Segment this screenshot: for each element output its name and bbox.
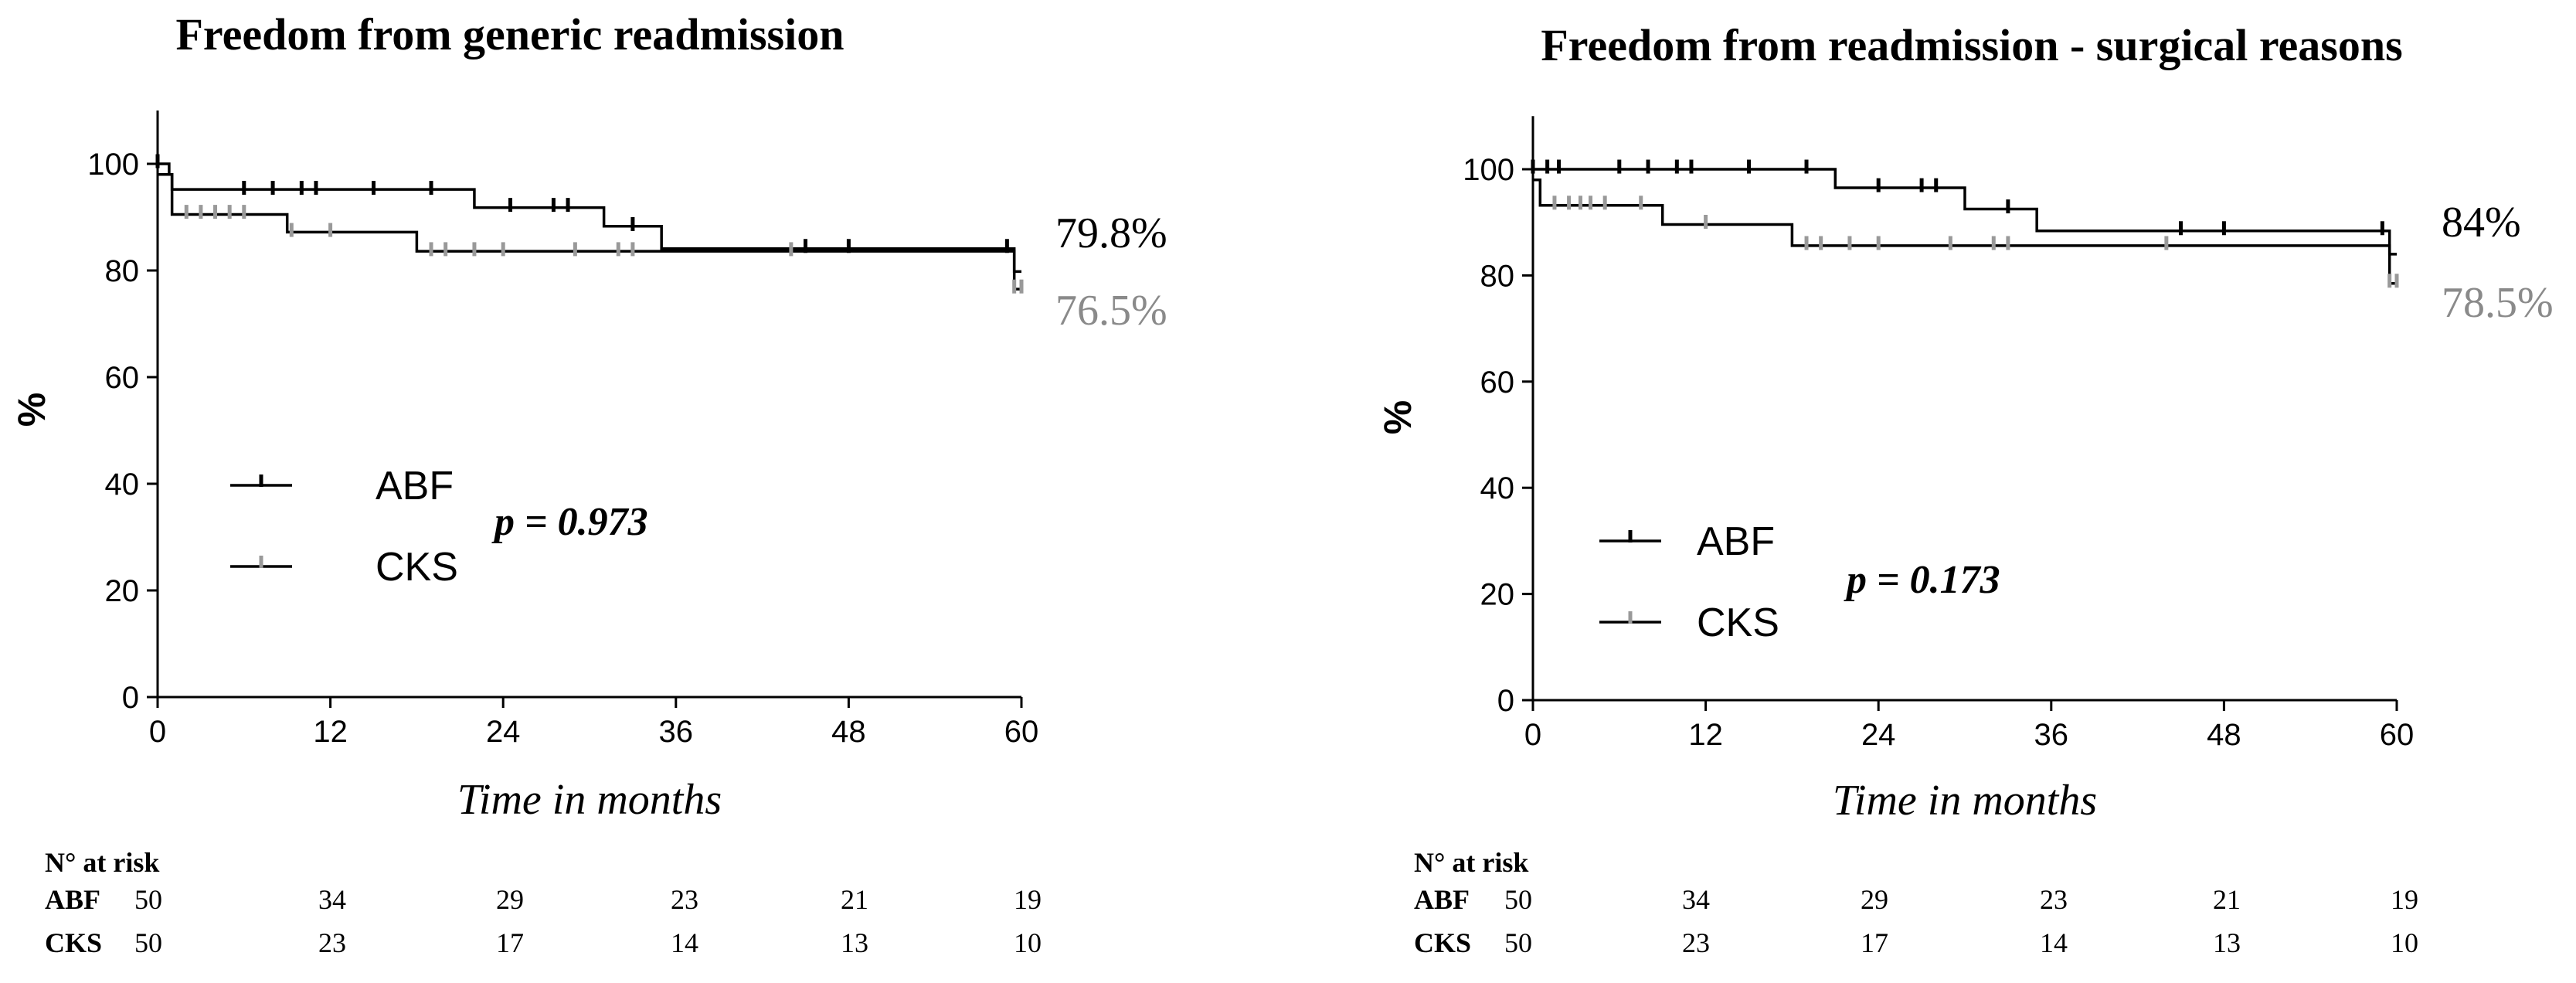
at-risk-value: 13 — [2213, 927, 2241, 958]
at-risk-header: N° at risk — [45, 847, 159, 878]
legend-label-abf: ABF — [376, 464, 454, 509]
legend-label-cks: CKS — [1697, 600, 1779, 645]
chart-title: Freedom from generic readmission — [176, 9, 845, 60]
y-tick-label: 0 — [1497, 684, 1514, 718]
x-tick-label: 36 — [659, 715, 694, 749]
chart-panel-2: Freedom from readmission - surgical reas… — [1376, 20, 2554, 958]
at-risk-group-abf: ABF — [1414, 884, 1470, 915]
at-risk-value: 14 — [671, 927, 698, 958]
x-tick-label: 0 — [149, 715, 166, 749]
y-tick-label: 60 — [1480, 366, 1515, 400]
y-tick-label: 40 — [1480, 471, 1515, 505]
at-risk-value: 21 — [2213, 884, 2241, 915]
chart-panel-1: Freedom from generic readmission 0 20 40 60 8… — [10, 9, 1167, 958]
y-tick-label: 0 — [122, 681, 139, 715]
at-risk-value: 50 — [134, 884, 162, 915]
chart-title: Freedom from readmission - surgical reas… — [1541, 20, 2402, 70]
x-tick-label: 48 — [2207, 718, 2241, 752]
x-tick-label: 12 — [313, 715, 348, 749]
end-label-cks: 76.5% — [1055, 287, 1167, 335]
at-risk-value: 34 — [318, 884, 346, 915]
at-risk-group-cks: CKS — [45, 927, 102, 958]
at-risk-value: 13 — [841, 927, 868, 958]
x-tick-label: 36 — [2034, 718, 2069, 752]
y-axis-label: % — [10, 393, 53, 427]
y-axis-label: % — [1376, 400, 1419, 434]
x-tick-label: 24 — [1861, 718, 1896, 752]
x-tick-label: 12 — [1688, 718, 1723, 752]
y-tick-label: 100 — [1463, 153, 1514, 187]
x-axis-label: Time in months — [457, 776, 722, 824]
y-tick-label: 20 — [1480, 578, 1515, 612]
y-tick-label: 20 — [105, 574, 140, 608]
end-label-cks: 78.5% — [2442, 279, 2554, 327]
at-risk-value: 29 — [1861, 884, 1888, 915]
km-curve-abf — [1533, 168, 2397, 256]
at-risk-value: 50 — [1504, 927, 1532, 958]
x-tick-label: 24 — [486, 715, 521, 749]
at-risk-value: 10 — [2391, 927, 2418, 958]
km-curve-cks — [1533, 178, 2397, 285]
x-tick-label: 48 — [831, 715, 866, 749]
at-risk-value: 23 — [1682, 927, 1710, 958]
at-risk-header: N° at risk — [1414, 847, 1528, 878]
at-risk-group-cks: CKS — [1414, 927, 1471, 958]
at-risk-value: 14 — [2040, 927, 2068, 958]
x-tick-label: 60 — [1004, 715, 1039, 749]
end-label-abf: 84% — [2442, 199, 2521, 247]
at-risk-value: 29 — [496, 884, 524, 915]
at-risk-value: 19 — [1014, 884, 1042, 915]
y-tick-label: 100 — [87, 148, 139, 182]
at-risk-value: 19 — [2391, 884, 2418, 915]
at-risk-group-abf: ABF — [45, 884, 100, 915]
at-risk-value: 34 — [1682, 884, 1710, 915]
at-risk-value: 17 — [1861, 927, 1888, 958]
km-curve-cks — [158, 173, 1021, 291]
y-tick-label: 60 — [105, 361, 140, 395]
at-risk-value: 21 — [841, 884, 868, 915]
x-tick-label: 60 — [2380, 718, 2415, 752]
at-risk-value: 50 — [1504, 884, 1532, 915]
at-risk-value: 23 — [318, 927, 346, 958]
at-risk-value: 23 — [671, 884, 698, 915]
end-label-abf: 79.8% — [1055, 209, 1167, 257]
y-tick-label: 80 — [105, 254, 140, 288]
at-risk-value: 50 — [134, 927, 162, 958]
y-tick-label: 40 — [105, 468, 140, 502]
x-axis-label: Time in months — [1833, 777, 2097, 825]
p-value: p = 0.173 — [1844, 558, 2000, 602]
p-value: p = 0.973 — [491, 500, 648, 544]
y-tick-label: 80 — [1480, 259, 1515, 293]
at-risk-value: 10 — [1014, 927, 1042, 958]
at-risk-value: 23 — [2040, 884, 2068, 915]
at-risk-value: 17 — [496, 927, 524, 958]
x-tick-label: 0 — [1524, 718, 1541, 752]
legend-label-cks: CKS — [376, 545, 458, 590]
legend-label-abf: ABF — [1697, 519, 1775, 564]
